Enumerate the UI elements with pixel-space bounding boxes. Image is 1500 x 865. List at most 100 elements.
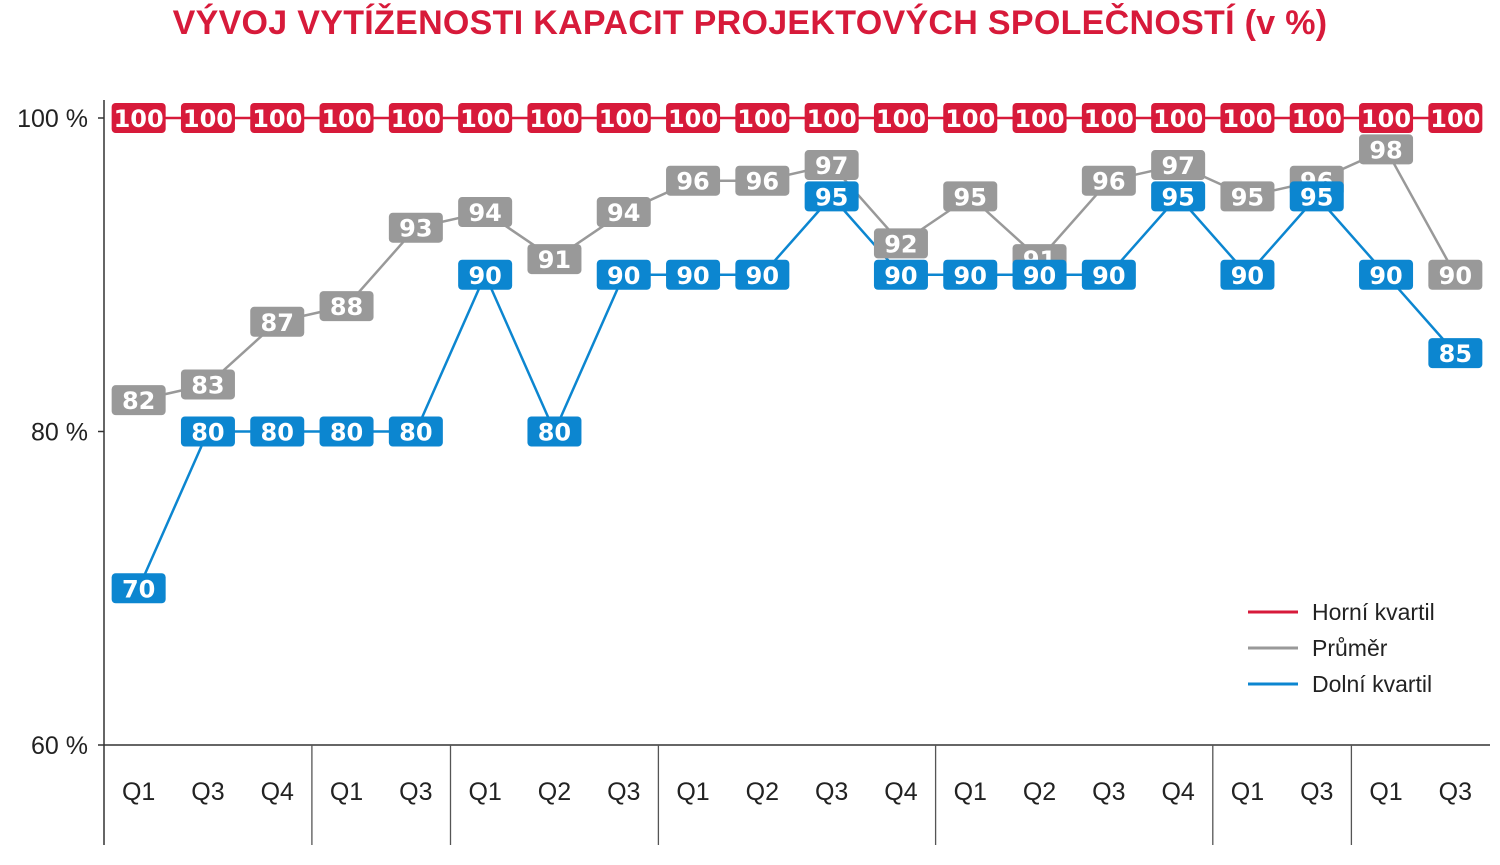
data-label: 90 [1231,262,1264,290]
data-label-badge [527,416,582,447]
data-label: 94 [468,199,501,227]
data-label-badge [1428,338,1483,369]
data-label-badge [1151,181,1206,212]
data-label-badge [1428,103,1483,133]
data-label: 100 [668,105,718,133]
data-label: 88 [330,293,363,321]
data-label-badge [111,103,166,133]
data-label-badge [1151,150,1206,181]
data-label-badge [1012,103,1067,133]
data-label: 95 [1300,183,1333,211]
data-label: 100 [1153,105,1203,133]
data-label-badge [873,259,928,290]
data-label: 90 [954,262,987,290]
data-label: 100 [252,105,302,133]
y-tick-label: 80 % [31,419,88,447]
x-category-label: Q3 [1300,778,1333,806]
data-label: 100 [460,105,510,133]
data-label: 90 [468,262,501,290]
data-label-badge [458,259,513,290]
legend-label: Průměr [1312,635,1388,661]
data-label: 92 [884,230,917,258]
data-label-badge [1081,259,1136,290]
x-category-label: Q3 [607,778,640,806]
data-label-badge [1289,103,1344,133]
data-label: 100 [599,105,649,133]
data-label-badge [250,103,305,133]
data-label: 91 [538,246,571,274]
data-label-badge [1151,103,1206,133]
data-label: 87 [261,309,294,337]
data-label: 90 [1439,262,1472,290]
data-label-badge [666,165,721,196]
data-label: 100 [391,105,441,133]
data-label: 90 [1023,262,1056,290]
data-label: 96 [676,168,709,196]
x-category-label: Q1 [954,778,987,806]
x-category-label: Q3 [191,778,224,806]
x-category-label: Q4 [1161,778,1194,806]
data-label-badge [873,103,928,133]
data-label: 100 [114,105,164,133]
data-label: 98 [1369,136,1402,164]
data-label: 100 [529,105,579,133]
data-label: 100 [1084,105,1134,133]
data-label-badge [1220,103,1275,133]
data-label: 80 [261,419,294,447]
data-label: 100 [1292,105,1342,133]
data-label-badge [804,150,859,181]
data-label-badge [111,573,166,604]
data-label-badge [250,306,305,337]
x-category-label: Q4 [261,778,294,806]
x-category-label: Q2 [1023,778,1056,806]
data-label: 90 [884,262,917,290]
data-label: 100 [1014,105,1064,133]
data-label-badge [527,103,582,133]
data-label: 100 [1222,105,1272,133]
data-label: 95 [1161,183,1194,211]
data-label-badge [666,259,721,290]
data-label-badge [1220,181,1275,212]
data-label-badge [596,103,651,133]
data-label: 100 [1361,105,1411,133]
data-label: 70 [122,575,155,603]
x-category-label: Q1 [330,778,363,806]
x-category-label: Q1 [676,778,709,806]
data-label-badge [1081,103,1136,133]
data-label: 80 [538,419,571,447]
data-label-badge [943,181,998,212]
data-label: 83 [191,371,224,399]
data-label-badge [596,197,651,228]
data-label: 82 [122,387,155,415]
data-label-badge [458,103,513,133]
x-category-label: Q2 [746,778,779,806]
data-label: 96 [1092,168,1125,196]
data-label-badge [180,416,235,447]
data-label: 100 [807,105,857,133]
x-category-label: Q3 [399,778,432,806]
data-label-badge [1220,259,1275,290]
data-label-badge [1081,165,1136,196]
data-label: 90 [746,262,779,290]
data-label-badge [1359,103,1414,133]
data-label-badge [319,103,374,133]
data-label-badge [250,416,305,447]
data-label: 80 [399,419,432,447]
data-label: 97 [815,152,848,180]
series-line [137,195,1457,589]
legend-label: Dolní kvartil [1312,671,1432,697]
data-label: 80 [330,419,363,447]
data-label: 95 [815,183,848,211]
data-label-badge [735,103,790,133]
x-category-label: Q1 [1231,778,1264,806]
data-label-badge [319,291,374,322]
data-label-badge [943,259,998,290]
data-label: 80 [191,419,224,447]
data-label: 85 [1439,340,1472,368]
data-label-badge [804,103,859,133]
data-label-badge [111,385,166,416]
data-label-badge [804,181,859,212]
x-category-label: Q3 [815,778,848,806]
data-label-badge [1289,181,1344,212]
